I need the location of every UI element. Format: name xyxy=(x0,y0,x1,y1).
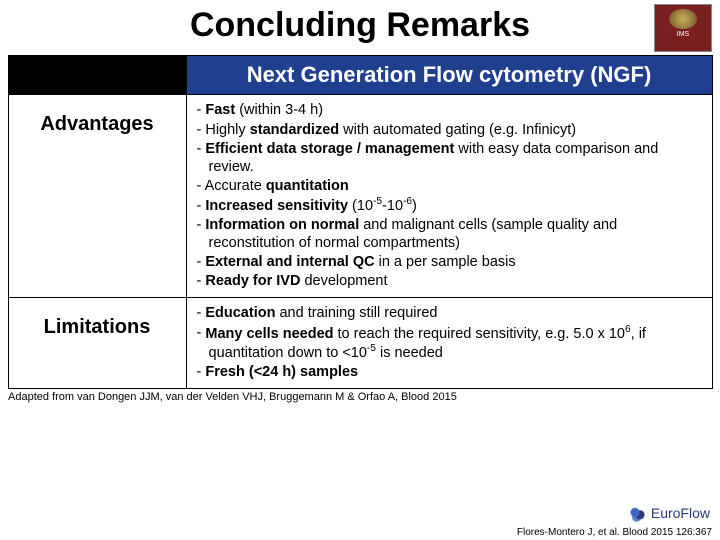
table-column-header: Next Generation Flow cytometry (NGF) xyxy=(186,56,712,95)
list-item: Information on normal and malignant cell… xyxy=(195,216,704,252)
table-corner xyxy=(8,56,186,95)
slide-title: Concluding Remarks xyxy=(190,6,530,45)
row-label-advantages: Advantages xyxy=(8,95,186,298)
euroflow-icon xyxy=(627,506,647,522)
list-item: External and internal QC in a per sample… xyxy=(195,253,704,271)
list-item: Fresh (<24 h) samples xyxy=(195,363,704,381)
slide-title-area: Concluding Remarks IMS xyxy=(0,0,720,45)
ngf-header-text: Next Generation Flow cytometry (NGF) xyxy=(247,62,652,87)
list-item: Highly standardized with automated gatin… xyxy=(195,121,704,139)
list-item: Fast (within 3-4 h) xyxy=(195,101,704,119)
row-content-advantages: Fast (within 3-4 h) Highly standardized w… xyxy=(186,95,712,298)
table-row: Advantages Fast (within 3-4 h) Highly stan… xyxy=(8,95,712,298)
ims-logo: IMS xyxy=(654,4,712,52)
citation: Flores-Montero J, et al. Blood 2015 126:… xyxy=(517,527,712,538)
ngf-table: Next Generation Flow cytometry (NGF) Adv… xyxy=(8,55,713,389)
ims-logo-text: IMS xyxy=(655,31,711,39)
ims-globe-icon xyxy=(669,9,697,29)
table-row: LimitationsEducation and training still … xyxy=(8,298,712,388)
list-item: Increased sensitivity (10-5-10-6) xyxy=(195,196,704,215)
row-label-limitations: Limitations xyxy=(8,298,186,388)
item-list: Fast (within 3-4 h) Highly standardized w… xyxy=(195,101,704,290)
euroflow-text: EuroFlow xyxy=(651,505,710,521)
list-item: Education and training still required xyxy=(195,304,704,322)
adapted-from: Adapted from van Dongen JJM, van der Vel… xyxy=(0,389,720,403)
item-list: Education and training still required Man… xyxy=(195,304,704,380)
euroflow-logo: EuroFlow xyxy=(627,505,710,522)
list-item: Efficient data storage / management with… xyxy=(195,140,704,176)
list-item: Accurate quantitation xyxy=(195,177,704,195)
row-content-limitations: Education and training still required Man… xyxy=(186,298,712,388)
list-item: Many cells needed to reach the required … xyxy=(195,324,704,362)
list-item: Ready for IVD development xyxy=(195,272,704,290)
